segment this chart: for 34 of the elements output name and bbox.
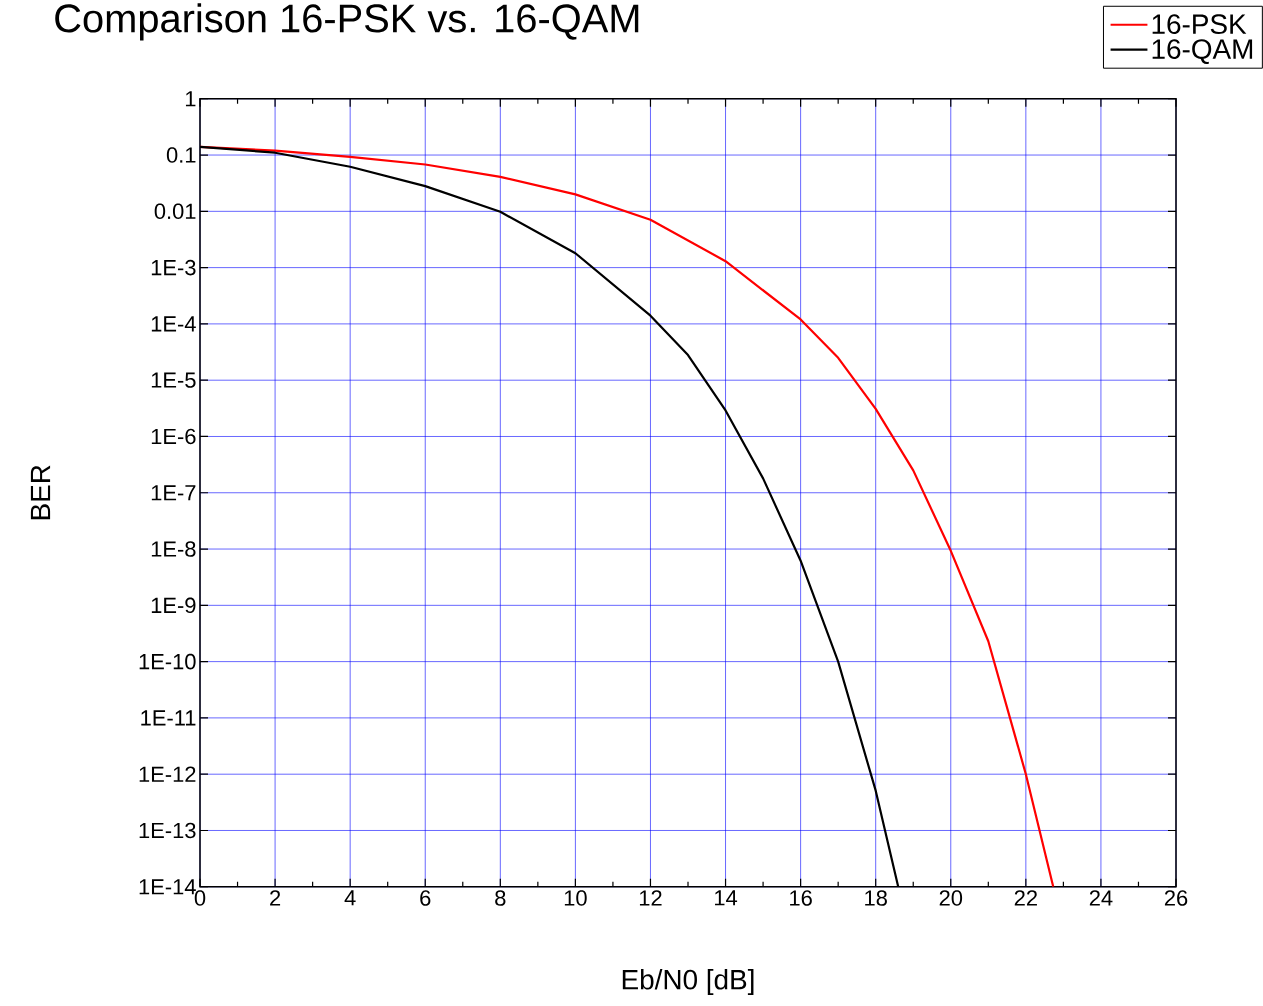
y-axis-title: BER (30, 465, 51, 520)
y-tick-label: 1E-13 (139, 822, 196, 839)
x-tick-label: 4 (344, 890, 356, 906)
x-tick-label: 20 (939, 890, 963, 906)
y-tick-label: 1E-10 (139, 653, 196, 670)
x-tick-label: 0 (194, 890, 206, 906)
y-tick-label: 1E-3 (151, 259, 196, 276)
legend-label: 16-QAM (1152, 39, 1253, 65)
x-tick-label: 10 (564, 890, 587, 906)
x-tick-label: 22 (1014, 890, 1037, 906)
x-tick-label: 18 (865, 890, 887, 906)
x-tick-label: 6 (420, 890, 431, 906)
x-tick-label: 8 (495, 890, 506, 906)
y-tick-label: 0.01 (154, 203, 196, 220)
x-tick-label: 14 (715, 890, 738, 906)
x-tick-label: 2 (270, 890, 281, 906)
y-tick-label: 1E-9 (151, 597, 196, 614)
y-tick-label: 1E-7 (151, 485, 196, 501)
y-tick-label: 1 (185, 91, 196, 107)
y-tick-label: 1E-11 (141, 710, 196, 726)
chart-title: Comparison 16-PSK vs. 16-QAM (55, 3, 639, 41)
y-tick-label: 0.1 (166, 147, 196, 163)
x-tick-label: 24 (1089, 890, 1113, 906)
x-axis-title: Eb/N0 [dB] (622, 969, 754, 996)
y-tick-label: 1E-6 (151, 428, 196, 445)
x-tick-label: 12 (639, 890, 662, 906)
x-tick-label: 16 (790, 890, 812, 906)
y-tick-label: 1E-4 (151, 316, 196, 332)
y-tick-label: 1E-5 (151, 372, 196, 388)
x-tick-label: 26 (1164, 890, 1188, 906)
y-tick-label: 1E-8 (151, 541, 196, 557)
legend-label: 16-PSK (1152, 14, 1247, 35)
y-tick-label: 1E-14 (139, 879, 196, 895)
y-tick-label: 1E-12 (139, 766, 196, 782)
